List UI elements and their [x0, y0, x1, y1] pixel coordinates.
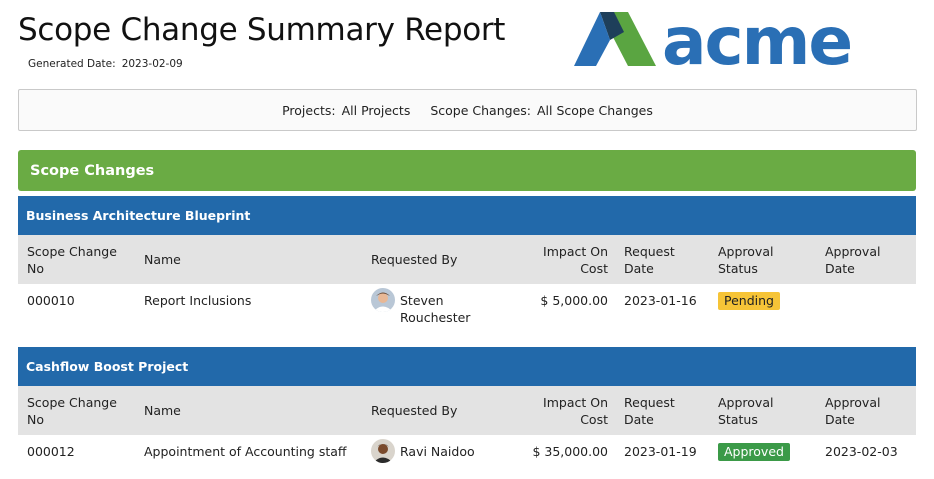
projects-filter-label: Projects:: [282, 102, 336, 118]
filter-bar: Projects: All Projects Scope Changes: Al…: [18, 89, 917, 131]
scope-change-name: Report Inclusions: [144, 293, 252, 308]
approval-date: 2023-02-03: [825, 444, 898, 459]
requested-by-name: Steven Rouchester: [400, 293, 471, 325]
scope-change-name: Appointment of Accounting staff: [144, 444, 347, 459]
scope-filter-value[interactable]: All Scope Changes: [536, 102, 653, 118]
col-request-date: Request Date: [624, 244, 675, 276]
generated-date-label: Generated Date:: [28, 58, 116, 70]
col-scope-change-no: Scope Change No: [27, 395, 117, 427]
table-row[interactable]: 000010 Report Inclusions Steven Roucheste…: [18, 284, 916, 346]
col-requested-by: Requested By: [371, 403, 458, 418]
generated-date-value: 2023-02-09: [121, 58, 183, 70]
logo-text: acme: [662, 10, 851, 68]
col-name: Name: [144, 252, 181, 267]
scope-filter-label: Scope Changes:: [430, 102, 531, 118]
approval-status: Pending: [718, 292, 808, 310]
project-title: Business Architecture Blueprint: [18, 196, 916, 235]
project-title: Cashflow Boost Project: [18, 347, 916, 386]
project-group: Business Architecture Blueprint Scope Ch…: [18, 196, 916, 346]
table-header: Scope Change No Name Requested By Impact …: [18, 386, 916, 435]
approval-status: Approved: [718, 443, 808, 461]
col-scope-change-no: Scope Change No: [27, 244, 117, 276]
col-request-date: Request Date: [624, 395, 675, 427]
col-impact-on-cost: Impact On Cost: [543, 244, 608, 276]
col-approval-status: Approval Status: [718, 244, 774, 276]
status-badge: Pending: [718, 292, 780, 310]
project-group: Cashflow Boost Project Scope Change No Na…: [18, 347, 916, 479]
status-badge: Approved: [718, 443, 790, 461]
section-header-scope-changes: Scope Changes: [18, 150, 916, 191]
report-title: Scope Change Summary Report: [18, 12, 506, 48]
scope-change-no: 000010: [27, 293, 75, 308]
table-header: Scope Change No Name Requested By Impact …: [18, 235, 916, 284]
col-requested-by: Requested By: [371, 252, 458, 267]
acme-logo: acme: [574, 3, 916, 80]
col-impact-on-cost: Impact On Cost: [543, 395, 608, 427]
requested-by-name: Ravi Naidoo: [400, 444, 475, 459]
impact-on-cost: $ 5,000.00: [540, 293, 608, 308]
avatar: [371, 288, 395, 312]
request-date: 2023-01-19: [624, 444, 697, 459]
projects-filter-value[interactable]: All Projects: [341, 102, 411, 118]
col-name: Name: [144, 403, 181, 418]
table-row[interactable]: 000012 Appointment of Accounting staff R…: [18, 435, 916, 479]
avatar: [371, 439, 395, 463]
request-date: 2023-01-16: [624, 293, 697, 308]
generated-date: Generated Date: 2023-02-09: [28, 58, 189, 70]
impact-on-cost: $ 35,000.00: [532, 444, 608, 459]
col-approval-date: Approval Date: [825, 244, 881, 276]
col-approval-status: Approval Status: [718, 395, 774, 427]
col-approval-date: Approval Date: [825, 395, 881, 427]
scope-change-no: 000012: [27, 444, 75, 459]
